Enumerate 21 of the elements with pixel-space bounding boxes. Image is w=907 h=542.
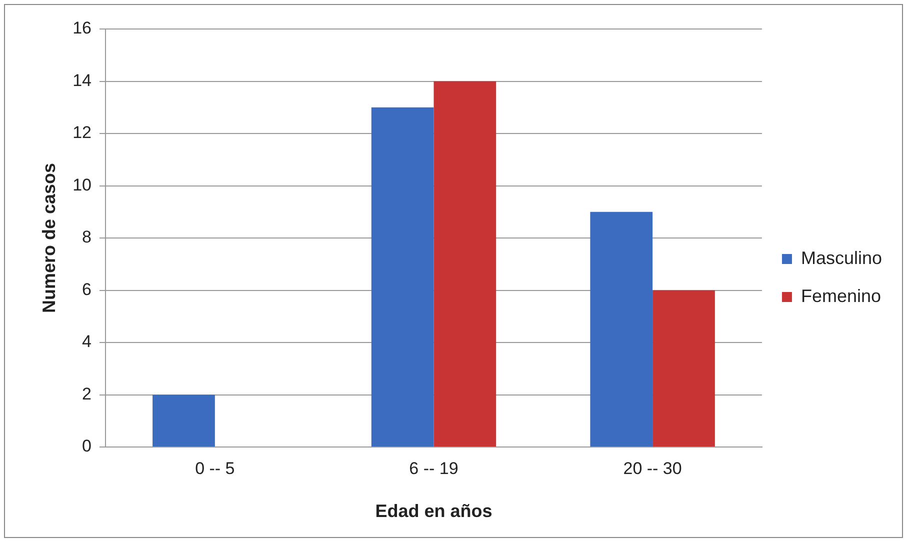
- x-tick-label: 20 -- 30: [623, 458, 682, 478]
- y-tick-label: 16: [72, 18, 92, 38]
- y-axis-title: Numero de casos: [38, 162, 59, 314]
- bar: [590, 212, 653, 446]
- y-tick-label: 4: [82, 332, 92, 352]
- x-tick-label: 0 -- 5: [195, 458, 235, 478]
- x-axis-title: Edad en años: [375, 501, 492, 522]
- y-tick-label: 8: [82, 228, 92, 247]
- bar: [652, 290, 715, 446]
- y-tick-label: 12: [72, 123, 92, 142]
- y-tick-label: 6: [82, 280, 92, 299]
- y-tick-label: 14: [72, 70, 92, 90]
- y-tick-label: 0: [82, 436, 92, 456]
- legend-label: Femenino: [800, 286, 882, 306]
- y-tick-label: 10: [72, 175, 92, 194]
- bar: [152, 394, 215, 446]
- bar: [434, 81, 496, 446]
- y-tick-label: 2: [82, 384, 92, 404]
- x-tick-label: 6 -- 19: [409, 458, 458, 478]
- bar: [371, 107, 434, 446]
- legend-label: Masculino: [800, 248, 882, 268]
